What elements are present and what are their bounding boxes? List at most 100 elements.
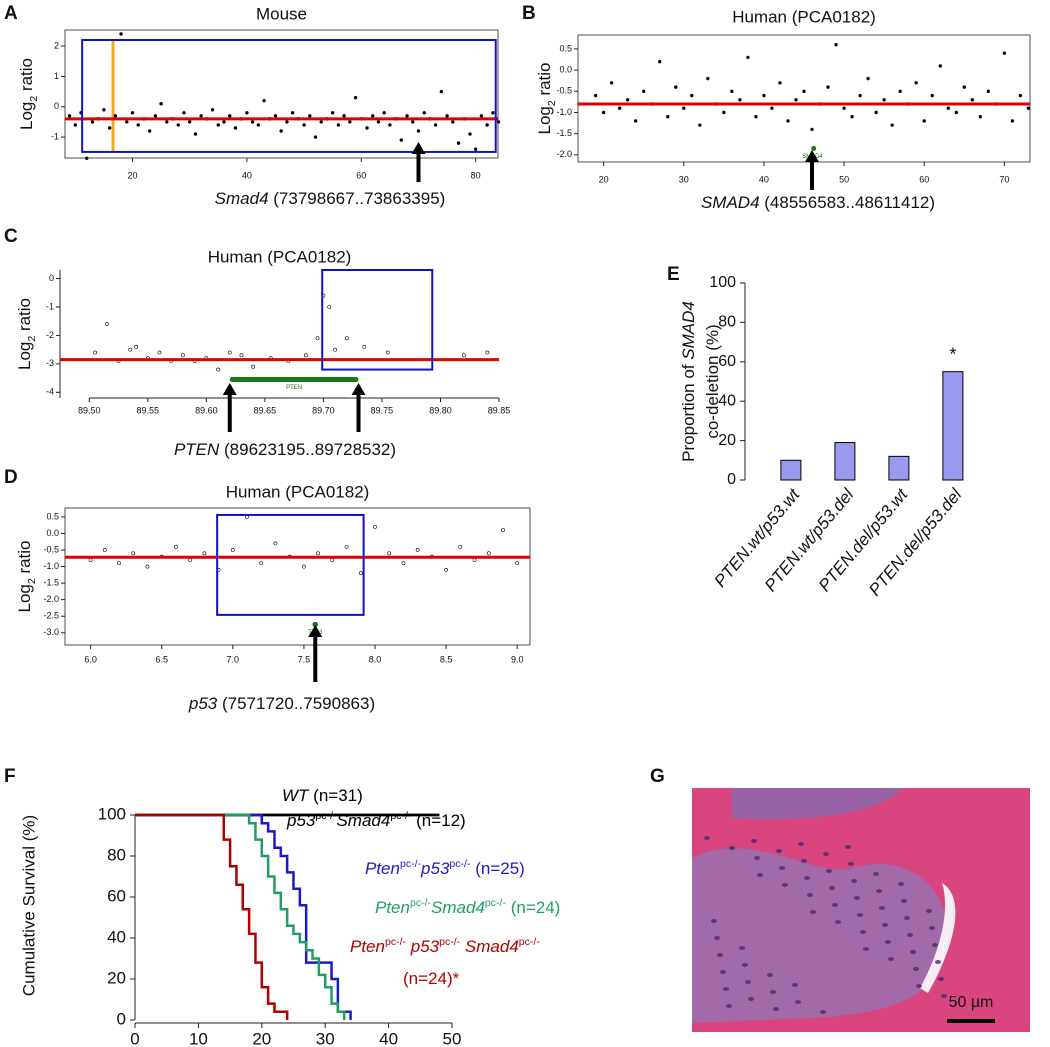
significance-mark: * [949,344,956,364]
data-point [376,120,381,124]
text-part: Log [15,584,34,612]
tissue-region [692,848,948,1023]
data-point [1026,106,1031,110]
y-axis-label: Log2 ratio [17,58,39,130]
data-point [344,544,349,549]
cell-nucleus [916,984,922,988]
y-axis-label: Log2 ratio [15,298,37,370]
cell-nucleus [742,963,748,967]
cell-nucleus [929,926,935,930]
cell-nucleus [926,909,932,913]
cell-nucleus [938,977,944,981]
data-point [85,156,89,161]
x-tick-label: 40 [242,170,252,180]
text-part: 2 [26,336,38,342]
cell-nucleus [720,970,726,974]
text-part: pc-/- [439,936,461,948]
data-point [333,347,338,352]
text-part: pc-/- [449,858,471,870]
data-point [216,123,220,127]
chart-title: Human (PCA0182) [226,482,370,501]
cell-nucleus [779,866,785,870]
cell-nucleus [757,873,763,877]
data-point [353,95,358,100]
text-part: p53 [286,811,316,830]
data-point [473,147,478,151]
data-point [308,114,312,118]
data-point [730,89,734,94]
text-part: 2 [546,100,558,106]
data-point [690,93,694,98]
arrow-head [351,383,366,395]
arrow-head [222,383,237,395]
data-point [199,114,203,118]
x-tick-label: 89.70 [312,405,335,415]
text-part: co-deletion (%) [703,324,722,438]
highlight-box [321,269,434,371]
data-point [850,115,854,119]
x-tick-label: 10 [189,1029,208,1047]
data-point [315,336,320,341]
gene-marker [229,377,359,383]
gene-marker [811,145,817,151]
data-point [658,59,662,64]
data-point [642,89,646,94]
panel-letter: B [522,3,536,24]
data-point [104,322,109,326]
data-point [316,551,321,556]
x-tick-label: 89.80 [429,405,452,415]
cell-nucleus [901,899,907,903]
gene-caption: SMAD4 (48556583..48611412) [701,193,935,212]
text-part: 2 [26,578,38,584]
cell-nucleus [941,994,947,998]
data-point [228,114,232,118]
text-part: SMAD4 [679,301,698,360]
y-tick-label: -2.5 [43,611,59,621]
y-tick-label: 60 [107,886,126,905]
y-tick-label: -0.5 [556,86,572,96]
x-tick-label: 89.60 [195,405,218,415]
cell-nucleus [717,953,723,957]
data-point [970,98,974,102]
data-point [930,93,934,98]
data-point [348,120,352,124]
cell-nucleus [723,987,729,991]
data-point [210,108,215,112]
y-tick-label: 0.5 [46,511,59,521]
text-part: (7571720..7590863) [217,694,375,713]
cell-nucleus [798,842,804,846]
x-tick-label: 50 [839,174,849,184]
y-tick-label: 40 [107,927,126,946]
y-tick-label: -1.5 [43,577,59,587]
cell-nucleus [876,889,882,893]
text-part: Log [15,342,34,370]
panel-letter: C [4,226,18,247]
data-point [422,111,426,115]
x-tick-label: 50 [443,1029,462,1047]
data-point [874,110,878,115]
data-point [491,111,495,115]
text-part: (n=25) [470,859,524,878]
x-tick-label: 40 [759,174,769,184]
arrow-head [308,625,323,637]
data-point [250,120,255,124]
cell-nucleus [898,882,904,886]
data-point [230,548,235,552]
bar [834,442,856,481]
text-part: Smad4 [431,898,485,917]
y-tick-label: 1 [54,71,59,81]
x-tick-label: 20 [252,1029,271,1047]
data-point [978,115,983,119]
data-point [176,123,180,127]
cell-nucleus [932,943,938,947]
data-point [245,111,249,115]
cell-nucleus [711,919,717,923]
cell-nucleus [851,879,857,883]
x-tick-label: PTEN.del/p53.del [865,484,966,599]
cell-nucleus [739,946,745,950]
data-point [157,350,162,355]
cell-nucleus [848,862,854,866]
text-part: pc-/- [400,858,422,870]
data-point [385,350,390,355]
